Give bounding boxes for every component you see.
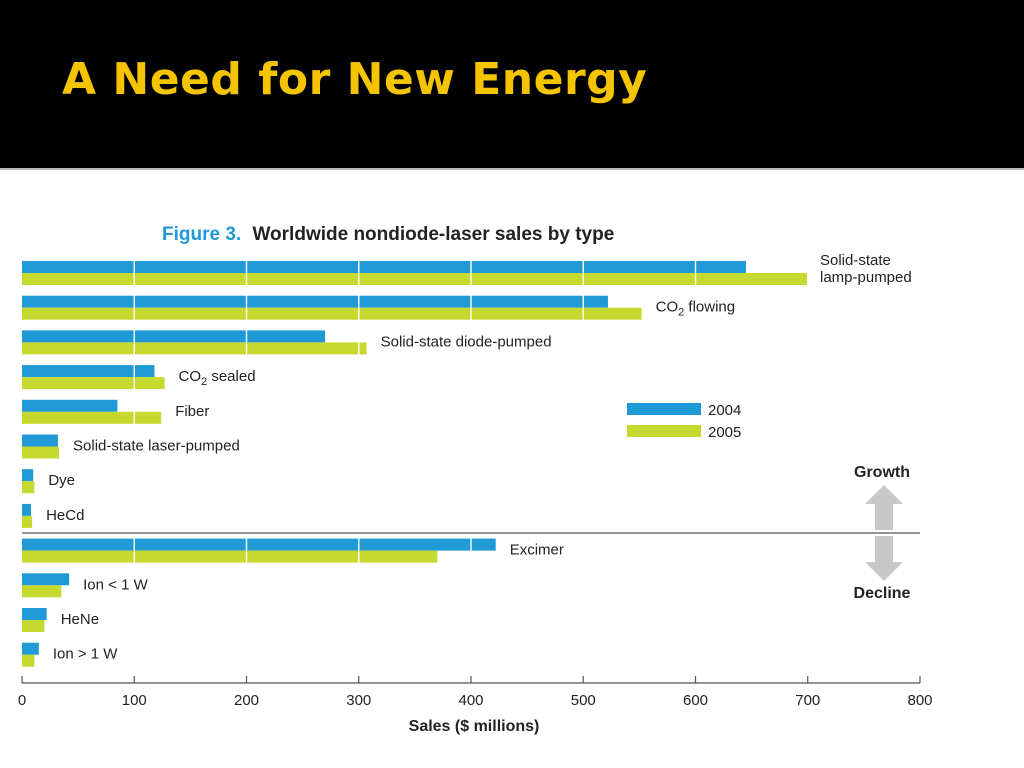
bar-2004: [22, 608, 47, 620]
figure-panel: Figure 3. Worldwide nondiode-laser sales…: [0, 170, 1024, 768]
category-label: Ion < 1 W: [83, 576, 148, 593]
bar-2004: [22, 434, 58, 447]
bar-2005: [22, 273, 808, 285]
category-label: CO2 sealed: [179, 368, 256, 388]
bar-2005: [22, 481, 35, 494]
decline-arrow-icon: [865, 536, 903, 581]
x-tick-label: 300: [346, 692, 371, 709]
chart-title-text: Worldwide nondiode-laser sales by type: [252, 224, 614, 245]
bars: [22, 261, 808, 667]
category-label: Fiber: [175, 403, 209, 420]
category-label: CO2 flowing: [656, 299, 735, 319]
growth-decline-indicator: Growth Decline: [854, 464, 911, 602]
legend-label: 2005: [708, 424, 741, 441]
bar-chart: Figure 3. Worldwide nondiode-laser sales…: [18, 224, 933, 735]
growth-arrow-icon: [865, 485, 903, 530]
bar-2004: [22, 261, 747, 273]
x-axis-label: Sales ($ millions): [409, 718, 540, 735]
category-label: HeCd: [46, 507, 84, 524]
chart-title-prefix: Figure 3.: [162, 224, 241, 245]
bar-2004: [22, 503, 31, 516]
category-label: Solid-state: [820, 252, 891, 269]
bar-2005: [22, 654, 35, 667]
bar-2005: [22, 515, 33, 528]
slide-title: A Need for New Energy: [62, 54, 648, 105]
category-label: Excimer: [510, 542, 564, 559]
decline-label: Decline: [854, 585, 911, 602]
x-tick-label: 100: [122, 692, 147, 709]
bar-2004: [22, 365, 155, 378]
bar-2005: [22, 377, 165, 390]
x-tick-label: 700: [795, 692, 820, 709]
chart-title: Figure 3. Worldwide nondiode-laser sales…: [162, 224, 614, 245]
legend-swatch-2005: [627, 425, 701, 437]
x-tick-label: 400: [458, 692, 483, 709]
bar-2004: [22, 330, 326, 343]
bar-2004: [22, 295, 608, 308]
x-tick-label: 200: [234, 692, 259, 709]
bar-2005: [22, 585, 62, 598]
bar-2005: [22, 307, 642, 320]
x-tick-label: 500: [571, 692, 596, 709]
slide-header: A Need for New Energy: [0, 0, 1024, 160]
bar-2005: [22, 446, 60, 459]
bar-2004: [22, 399, 118, 412]
x-tick-label: 0: [18, 692, 26, 709]
category-label: lamp-pumped: [820, 269, 912, 286]
category-label: HeNe: [61, 611, 99, 628]
legend-swatch-2004: [627, 403, 701, 415]
growth-label: Growth: [854, 464, 910, 481]
bar-2004: [22, 469, 34, 482]
grid-overlay: [133, 258, 809, 670]
category-label: Solid-state diode-pumped: [381, 333, 552, 350]
legend-label: 2004: [708, 402, 741, 419]
bar-2005: [22, 550, 438, 563]
bar-2005: [22, 411, 162, 424]
bar-2004: [22, 642, 39, 655]
category-label: Ion > 1 W: [53, 646, 118, 663]
svg-text:Figure 3. Worldwide no: Figure 3. Worldwide nondiode-laser sales…: [162, 224, 614, 245]
legend: 2004 2005: [627, 402, 741, 441]
bar-2004: [22, 538, 496, 551]
x-tick-label: 800: [907, 692, 932, 709]
category-label: Dye: [48, 472, 75, 489]
x-axis: 0 100 200 300 400 500 600 700 800: [18, 676, 933, 709]
bar-2005: [22, 342, 367, 355]
header-divider: [0, 160, 1024, 170]
category-label: Solid-state laser-pumped: [73, 438, 240, 455]
x-tick-label: 600: [683, 692, 708, 709]
bar-2004: [22, 573, 70, 586]
bar-2005: [22, 620, 45, 632]
